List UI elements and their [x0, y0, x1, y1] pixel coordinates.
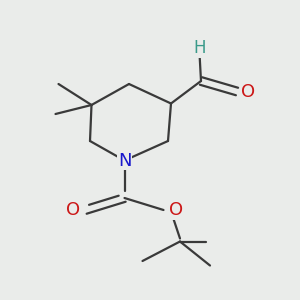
Text: O: O — [169, 201, 183, 219]
Text: O: O — [66, 201, 80, 219]
Text: O: O — [241, 82, 256, 100]
Text: H: H — [193, 39, 206, 57]
Text: N: N — [118, 152, 131, 169]
